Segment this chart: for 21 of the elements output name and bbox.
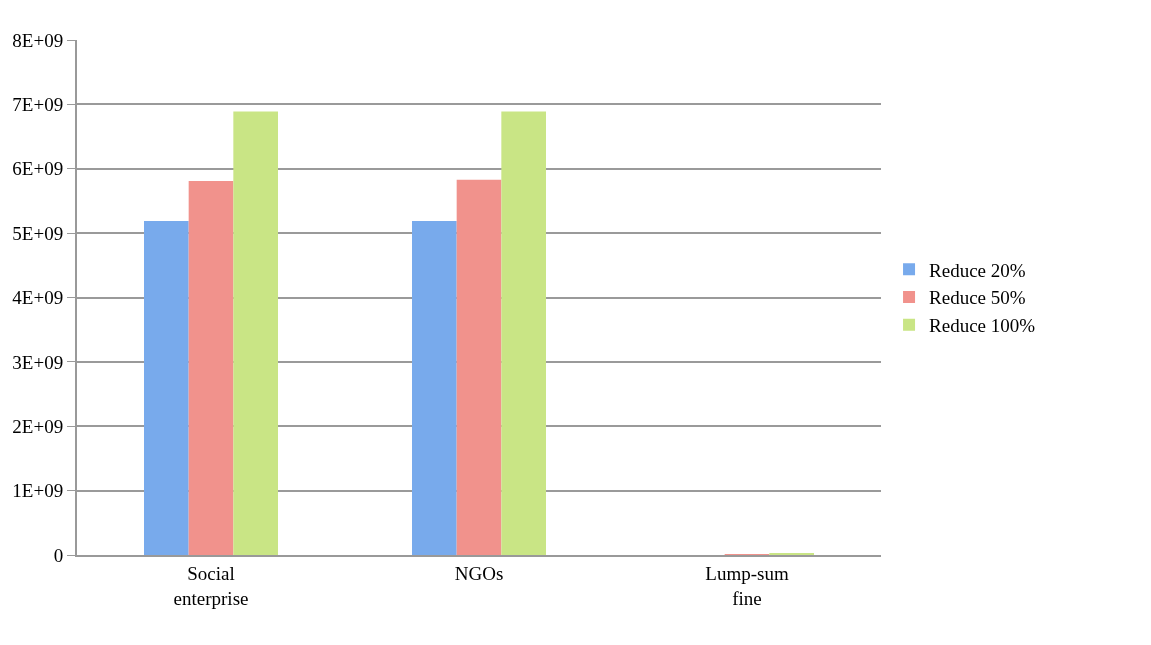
x-tick-label: Lump-sum fine xyxy=(705,562,789,609)
x-tick-label: NGOs xyxy=(454,562,504,584)
x-tick-label: Social enterprise xyxy=(173,562,249,609)
y-tick-label: 2E+09 xyxy=(12,415,64,437)
y-tick-label: 4E+09 xyxy=(12,287,64,309)
y-tick-label: 1E+09 xyxy=(12,480,64,502)
bar xyxy=(501,111,546,555)
bar xyxy=(456,179,502,555)
legend-label: Reduce 50% xyxy=(929,287,1026,309)
bar xyxy=(188,180,234,555)
y-tick-label: 5E+09 xyxy=(12,222,64,244)
y-tick-label: 7E+09 xyxy=(12,94,64,116)
y-tick-label: 6E+09 xyxy=(12,158,64,180)
bar xyxy=(233,111,278,555)
y-tick-label: 0 xyxy=(53,544,64,566)
y-tick-label: 8E+09 xyxy=(12,29,64,51)
legend-label: Reduce 100% xyxy=(929,315,1036,337)
legend-label: Reduce 20% xyxy=(929,259,1026,281)
y-tick-label: 3E+09 xyxy=(12,351,64,373)
bar xyxy=(144,220,189,555)
bar xyxy=(412,220,457,555)
